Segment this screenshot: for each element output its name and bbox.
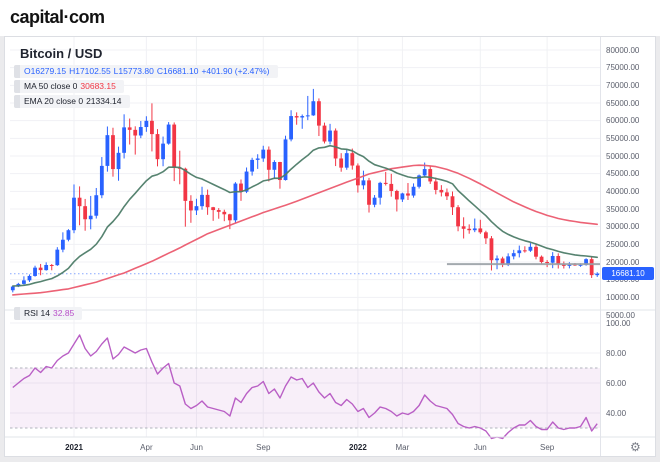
price-axis-label: 10000.00 (606, 292, 640, 302)
rsi-label: RSI 14 (24, 308, 50, 318)
price-axis-label: 5000.00 (606, 310, 635, 320)
ma50-value: 30683.15 (80, 81, 116, 91)
rsi-line (12, 334, 598, 440)
symbol-title[interactable]: Bitcoin / USD (20, 46, 103, 61)
rsi-axis-label: 40.00 (606, 408, 627, 418)
ema20-line (12, 144, 599, 287)
time-axis-label: Sep (256, 443, 271, 452)
legend-rsi-row[interactable]: RSI 14 32.85 (14, 307, 83, 320)
price-axis-label: 65000.00 (606, 98, 640, 108)
rsi-axis-label: 100.00 (606, 318, 631, 328)
legend-ema20-row[interactable]: EMA 20 close 0 21334.14 (14, 95, 130, 108)
price-axis-label: 30000.00 (606, 222, 640, 232)
legend-marker (14, 307, 20, 320)
rsi-band (10, 367, 600, 429)
ohlc-high: H17102.55 (69, 66, 111, 76)
time-axis-label: 2021 (65, 443, 83, 452)
time-axis-label: Jun (473, 443, 487, 452)
ohlc-close: C16681.10 (156, 66, 199, 76)
price-axis-label: 35000.00 (606, 204, 640, 214)
ema20-label: EMA 20 close 0 (24, 96, 84, 106)
rsi-value: 32.85 (53, 308, 75, 318)
time-axis-label: Sep (539, 443, 555, 452)
current-price-tag: 16681.10 (602, 267, 654, 281)
legend-ohlc-row[interactable]: O16279.15 H17102.55 L15773.80 C16681.10 … (14, 65, 278, 78)
time-axis-label: Jun (190, 443, 203, 452)
pane-separators (5, 37, 655, 456)
price-axis-label: 25000.00 (606, 239, 640, 249)
time-axis-label: Mar (395, 443, 410, 452)
price-axis-label: 55000.00 (606, 133, 640, 143)
price-axis-label: 75000.00 (606, 63, 640, 73)
time-axis-label: Apr (140, 443, 153, 452)
time-axis-label: 2022 (348, 443, 367, 452)
ohlc-open: O16279.15 (24, 66, 67, 76)
price-axis-label: 70000.00 (606, 80, 640, 90)
price-axis-label: 20000.00 (606, 257, 640, 267)
header: capital·com (0, 0, 660, 36)
price-axis-label: 50000.00 (606, 151, 640, 161)
legend-marker (14, 95, 20, 108)
rsi-axis-label: 60.00 (606, 378, 627, 388)
ohlc-low: L15773.80 (113, 66, 154, 76)
ma50-label: MA 50 close 0 (24, 81, 78, 91)
settings-gear-icon[interactable]: ⚙ (630, 440, 641, 454)
legend-ma50-row[interactable]: MA 50 close 0 30683.15 (14, 80, 124, 93)
ma50-line (12, 164, 599, 296)
price-axis-label: 45000.00 (606, 169, 640, 179)
price-axis-label: 40000.00 (606, 186, 640, 196)
legend-marker (14, 80, 20, 93)
legend-marker (14, 65, 20, 78)
capital-com-logo: capital·com (10, 7, 105, 27)
price-axis-label: 80000.00 (606, 45, 640, 55)
ema20-value: 21334.14 (86, 96, 122, 106)
ohlc-change: +401.90 (+2.47%) (201, 66, 270, 76)
rsi-axis-label: 80.00 (606, 348, 627, 358)
price-axis-label: 60000.00 (606, 116, 640, 126)
